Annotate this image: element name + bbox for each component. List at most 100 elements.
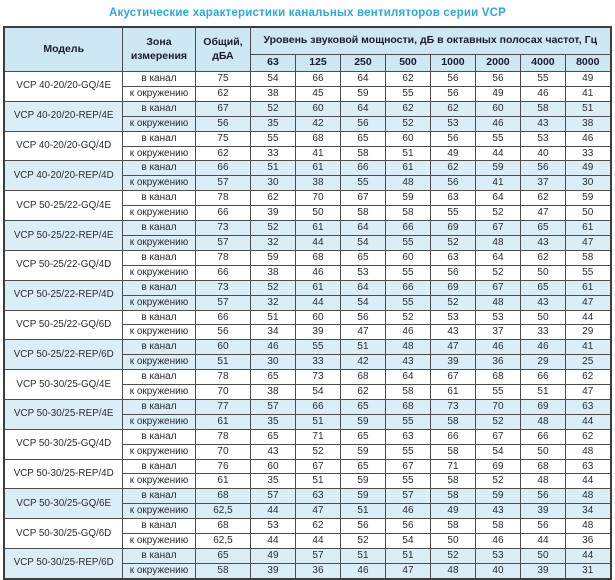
- freq-value-cell: 52: [474, 473, 521, 490]
- freq-value-cell: 47: [429, 339, 476, 356]
- table-row-in-duct: VCP 50-25/22-GQ/6D в канал 66 51 60 56 5…: [3, 309, 612, 341]
- model-cell: VCP 50-25/22-REP/6D: [3, 339, 123, 371]
- table-row-to-ambient: к окружению 61 35 51 59 55 58 52 48 44: [4, 473, 612, 490]
- freq-value-cell: 46: [339, 562, 386, 580]
- zone-cell-in-duct: в канал: [121, 488, 196, 505]
- freq-value-cell: 56: [519, 488, 566, 505]
- freq-value-cell: 69: [429, 220, 476, 236]
- freq-value-cell: 59: [384, 190, 431, 207]
- freq-value-cell: 51: [339, 503, 386, 520]
- freq-value-cell: 58: [519, 100, 566, 117]
- freq-value-cell: 73: [294, 369, 341, 386]
- freq-header-2000: 2000: [474, 54, 521, 72]
- freq-value-cell: 43: [249, 443, 296, 460]
- freq-value-cell: 55: [384, 294, 431, 311]
- freq-value-cell: 52: [249, 220, 296, 236]
- freq-value-cell: 60: [384, 130, 431, 147]
- table-row-to-ambient: к окружению 56 35 42 56 52 53 46 43 38: [4, 115, 612, 132]
- freq-value-cell: 39: [429, 354, 476, 371]
- freq-value-cell: 43: [519, 294, 566, 311]
- freq-value-cell: 56: [339, 518, 386, 535]
- freq-value-cell: 56: [339, 309, 386, 326]
- freq-value-cell: 65: [249, 428, 296, 445]
- freq-value-cell: 57: [249, 398, 296, 415]
- freq-value-cell: 58: [429, 473, 476, 490]
- freq-value-cell: 64: [384, 369, 431, 386]
- freq-value-cell: 65: [519, 220, 566, 236]
- freq-value-cell: 60: [249, 458, 296, 475]
- freq-value-cell: 48: [384, 339, 431, 356]
- freq-value-cell: 53: [474, 309, 521, 326]
- freq-value-cell: 59: [564, 190, 612, 207]
- dba-cell: 61: [194, 473, 251, 490]
- dba-cell: 75: [194, 130, 251, 147]
- table-row-to-ambient: к окружению 66 39 50 58 58 55 52 47 50: [4, 205, 612, 222]
- freq-value-cell: 50: [519, 443, 566, 460]
- dba-cell: 62: [194, 85, 251, 102]
- zone-cell-to-ambient: к окружению: [121, 413, 196, 430]
- freq-value-cell: 33: [564, 145, 612, 162]
- freq-value-cell: 62: [384, 100, 431, 117]
- freq-value-cell: 46: [474, 115, 521, 132]
- table-row-in-duct: VCP 50-25/22-GQ/4D в канал 78 59 68 65 6…: [3, 249, 612, 281]
- freq-value-cell: 46: [384, 503, 431, 520]
- freq-value-cell: 62: [519, 249, 566, 266]
- freq-value-cell: 54: [474, 443, 521, 460]
- freq-value-cell: 62: [294, 518, 341, 535]
- freq-value-cell: 63: [564, 398, 612, 415]
- freq-value-cell: 68: [519, 458, 566, 475]
- model-cell: VCP 50-25/22-GQ/6D: [3, 309, 123, 341]
- freq-value-cell: 53: [519, 130, 566, 147]
- freq-value-cell: 52: [474, 413, 521, 430]
- freq-value-cell: 34: [564, 503, 612, 520]
- freq-value-cell: 53: [249, 518, 296, 535]
- col-header-zone: Зона измерения: [121, 26, 196, 72]
- freq-value-cell: 60: [294, 309, 341, 326]
- freq-value-cell: 57: [384, 488, 431, 505]
- freq-value-cell: 67: [474, 220, 521, 236]
- zone-cell-in-duct: в канал: [121, 428, 196, 445]
- dba-cell: 78: [194, 249, 251, 266]
- freq-value-cell: 63: [564, 458, 612, 475]
- dba-cell: 73: [194, 220, 251, 236]
- table-row-to-ambient: к окружению 70 38 54 62 58 61 55 51 47: [4, 384, 612, 400]
- freq-value-cell: 39: [249, 205, 296, 222]
- freq-value-cell: 41: [474, 175, 521, 192]
- zone-cell-to-ambient: к окружению: [121, 264, 196, 281]
- table-body: VCP 40-20/20-GQ/4E в канал 75 54 66 64 6…: [3, 71, 612, 580]
- dba-cell: 62,5: [194, 503, 251, 520]
- zone-cell-to-ambient: к окружению: [121, 354, 196, 371]
- freq-value-cell: 46: [474, 339, 521, 356]
- freq-value-cell: 52: [384, 115, 431, 132]
- zone-cell-in-duct: в канал: [121, 160, 196, 177]
- acoustic-characteristics-table: Модель Зона измерения Общий, дБА Уровень…: [3, 26, 612, 580]
- freq-value-cell: 52: [294, 443, 341, 460]
- freq-value-cell: 43: [474, 503, 521, 520]
- dba-cell: 58: [194, 562, 251, 580]
- freq-value-cell: 55: [474, 130, 521, 147]
- freq-value-cell: 61: [564, 279, 612, 296]
- freq-value-cell: 48: [384, 175, 431, 192]
- freq-value-cell: 65: [339, 249, 386, 266]
- zone-cell-to-ambient: к окружению: [121, 503, 196, 520]
- freq-value-cell: 33: [249, 145, 296, 162]
- freq-value-cell: 48: [519, 413, 566, 430]
- zone-cell-in-duct: в канал: [121, 100, 196, 117]
- freq-value-cell: 62: [339, 384, 386, 400]
- freq-value-cell: 67: [384, 458, 431, 475]
- freq-value-cell: 50: [294, 205, 341, 222]
- freq-value-cell: 48: [429, 562, 476, 580]
- freq-value-cell: 68: [474, 369, 521, 386]
- freq-value-cell: 64: [339, 220, 386, 236]
- freq-value-cell: 65: [339, 458, 386, 475]
- table-row-in-duct: VCP 50-30/25-GQ/6D в канал 68 53 62 56 5…: [3, 518, 612, 549]
- freq-value-cell: 61: [294, 160, 341, 177]
- freq-value-cell: 51: [519, 384, 566, 400]
- freq-value-cell: 51: [384, 548, 431, 564]
- table-header: Модель Зона измерения Общий, дБА Уровень…: [3, 26, 612, 72]
- freq-value-cell: 47: [519, 205, 566, 222]
- freq-value-cell: 69: [474, 458, 521, 475]
- freq-value-cell: 55: [384, 85, 431, 102]
- freq-value-cell: 64: [339, 279, 386, 296]
- dba-cell: 68: [194, 518, 251, 535]
